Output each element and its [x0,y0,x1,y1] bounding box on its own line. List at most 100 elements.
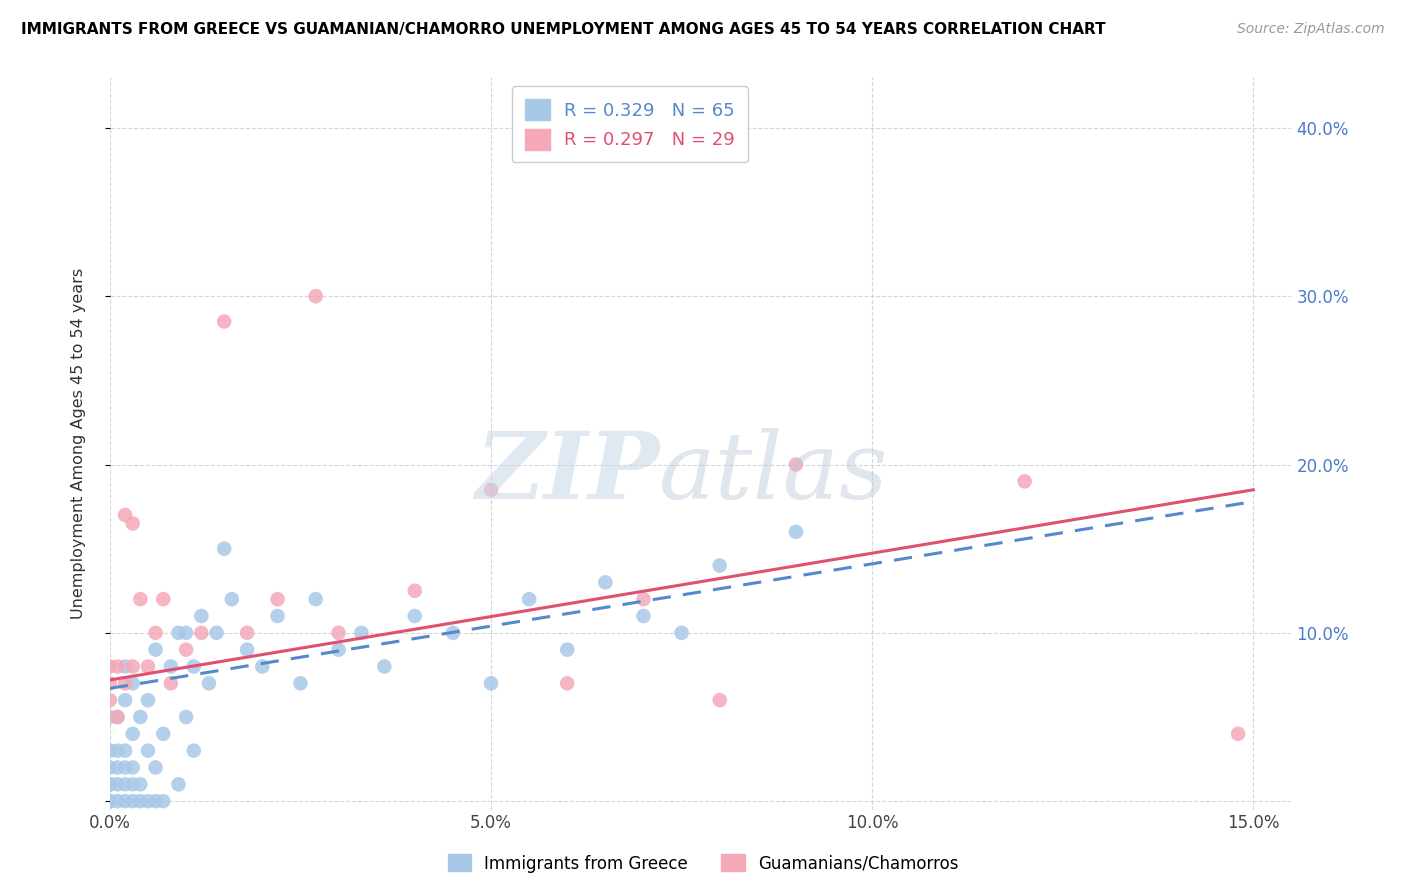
Point [252,659,274,673]
Point [98,777,121,791]
Y-axis label: Unemployment Among Ages 45 to 54 years: Unemployment Among Ages 45 to 54 years [72,268,86,619]
Point [221,592,243,607]
Text: Source: ZipAtlas.com: Source: ZipAtlas.com [1237,22,1385,37]
Point [212,541,235,556]
Point [236,642,259,657]
Point [785,524,807,539]
Point [373,659,395,673]
Point [709,693,731,707]
Point [152,794,174,808]
Point [136,659,159,673]
Point [145,794,167,808]
Point [633,592,655,607]
Point [114,676,136,690]
Point [479,676,502,690]
Point [404,609,426,624]
Point [136,744,159,758]
Point [107,760,129,774]
Point [633,609,655,624]
Point [190,609,212,624]
Point [305,592,328,607]
Point [174,642,197,657]
Point [98,777,121,791]
Point [129,794,152,808]
Point [98,794,121,808]
Text: atlas: atlas [659,428,889,517]
Legend: R = 0.329   N = 65, R = 0.297   N = 29: R = 0.329 N = 65, R = 0.297 N = 29 [512,87,748,162]
Point [107,744,129,758]
Point [183,659,205,673]
Point [671,625,693,640]
Point [129,777,152,791]
Point [174,625,197,640]
Point [121,760,143,774]
Point [183,744,205,758]
Point [121,676,143,690]
Point [517,592,540,607]
Point [212,314,235,328]
Point [190,625,212,640]
Point [328,625,350,640]
Point [152,592,174,607]
Point [1014,475,1036,489]
Point [441,625,464,640]
Point [121,659,143,673]
Point [98,693,121,707]
Point [107,710,129,724]
Point [114,794,136,808]
Point [785,458,807,472]
Text: IMMIGRANTS FROM GREECE VS GUAMANIAN/CHAMORRO UNEMPLOYMENT AMONG AGES 45 TO 54 YE: IMMIGRANTS FROM GREECE VS GUAMANIAN/CHAM… [21,22,1105,37]
Point [1227,727,1250,741]
Point [145,760,167,774]
Point [114,777,136,791]
Point [114,760,136,774]
Point [145,625,167,640]
Point [98,659,121,673]
Point [595,575,617,590]
Point [107,659,129,673]
Point [107,794,129,808]
Point [328,642,350,657]
Point [479,483,502,497]
Point [121,794,143,808]
Point [107,710,129,724]
Point [350,625,373,640]
Point [114,693,136,707]
Point [114,508,136,522]
Point [236,625,259,640]
Point [98,760,121,774]
Point [98,676,121,690]
Point [152,727,174,741]
Legend: Immigrants from Greece, Guamanians/Chamorros: Immigrants from Greece, Guamanians/Chamo… [441,847,965,880]
Text: ZIP: ZIP [475,428,659,517]
Point [266,609,288,624]
Point [136,693,159,707]
Point [98,710,121,724]
Point [129,710,152,724]
Point [160,659,183,673]
Point [266,592,288,607]
Point [98,794,121,808]
Point [404,583,426,598]
Point [174,710,197,724]
Point [136,794,159,808]
Point [555,642,578,657]
Point [114,744,136,758]
Point [129,592,152,607]
Point [709,558,731,573]
Point [121,727,143,741]
Point [114,659,136,673]
Point [98,794,121,808]
Point [98,744,121,758]
Point [107,777,129,791]
Point [305,289,328,303]
Point [121,516,143,531]
Point [198,676,221,690]
Point [121,777,143,791]
Point [167,777,190,791]
Point [205,625,228,640]
Point [290,676,312,690]
Point [160,676,183,690]
Point [145,642,167,657]
Point [555,676,578,690]
